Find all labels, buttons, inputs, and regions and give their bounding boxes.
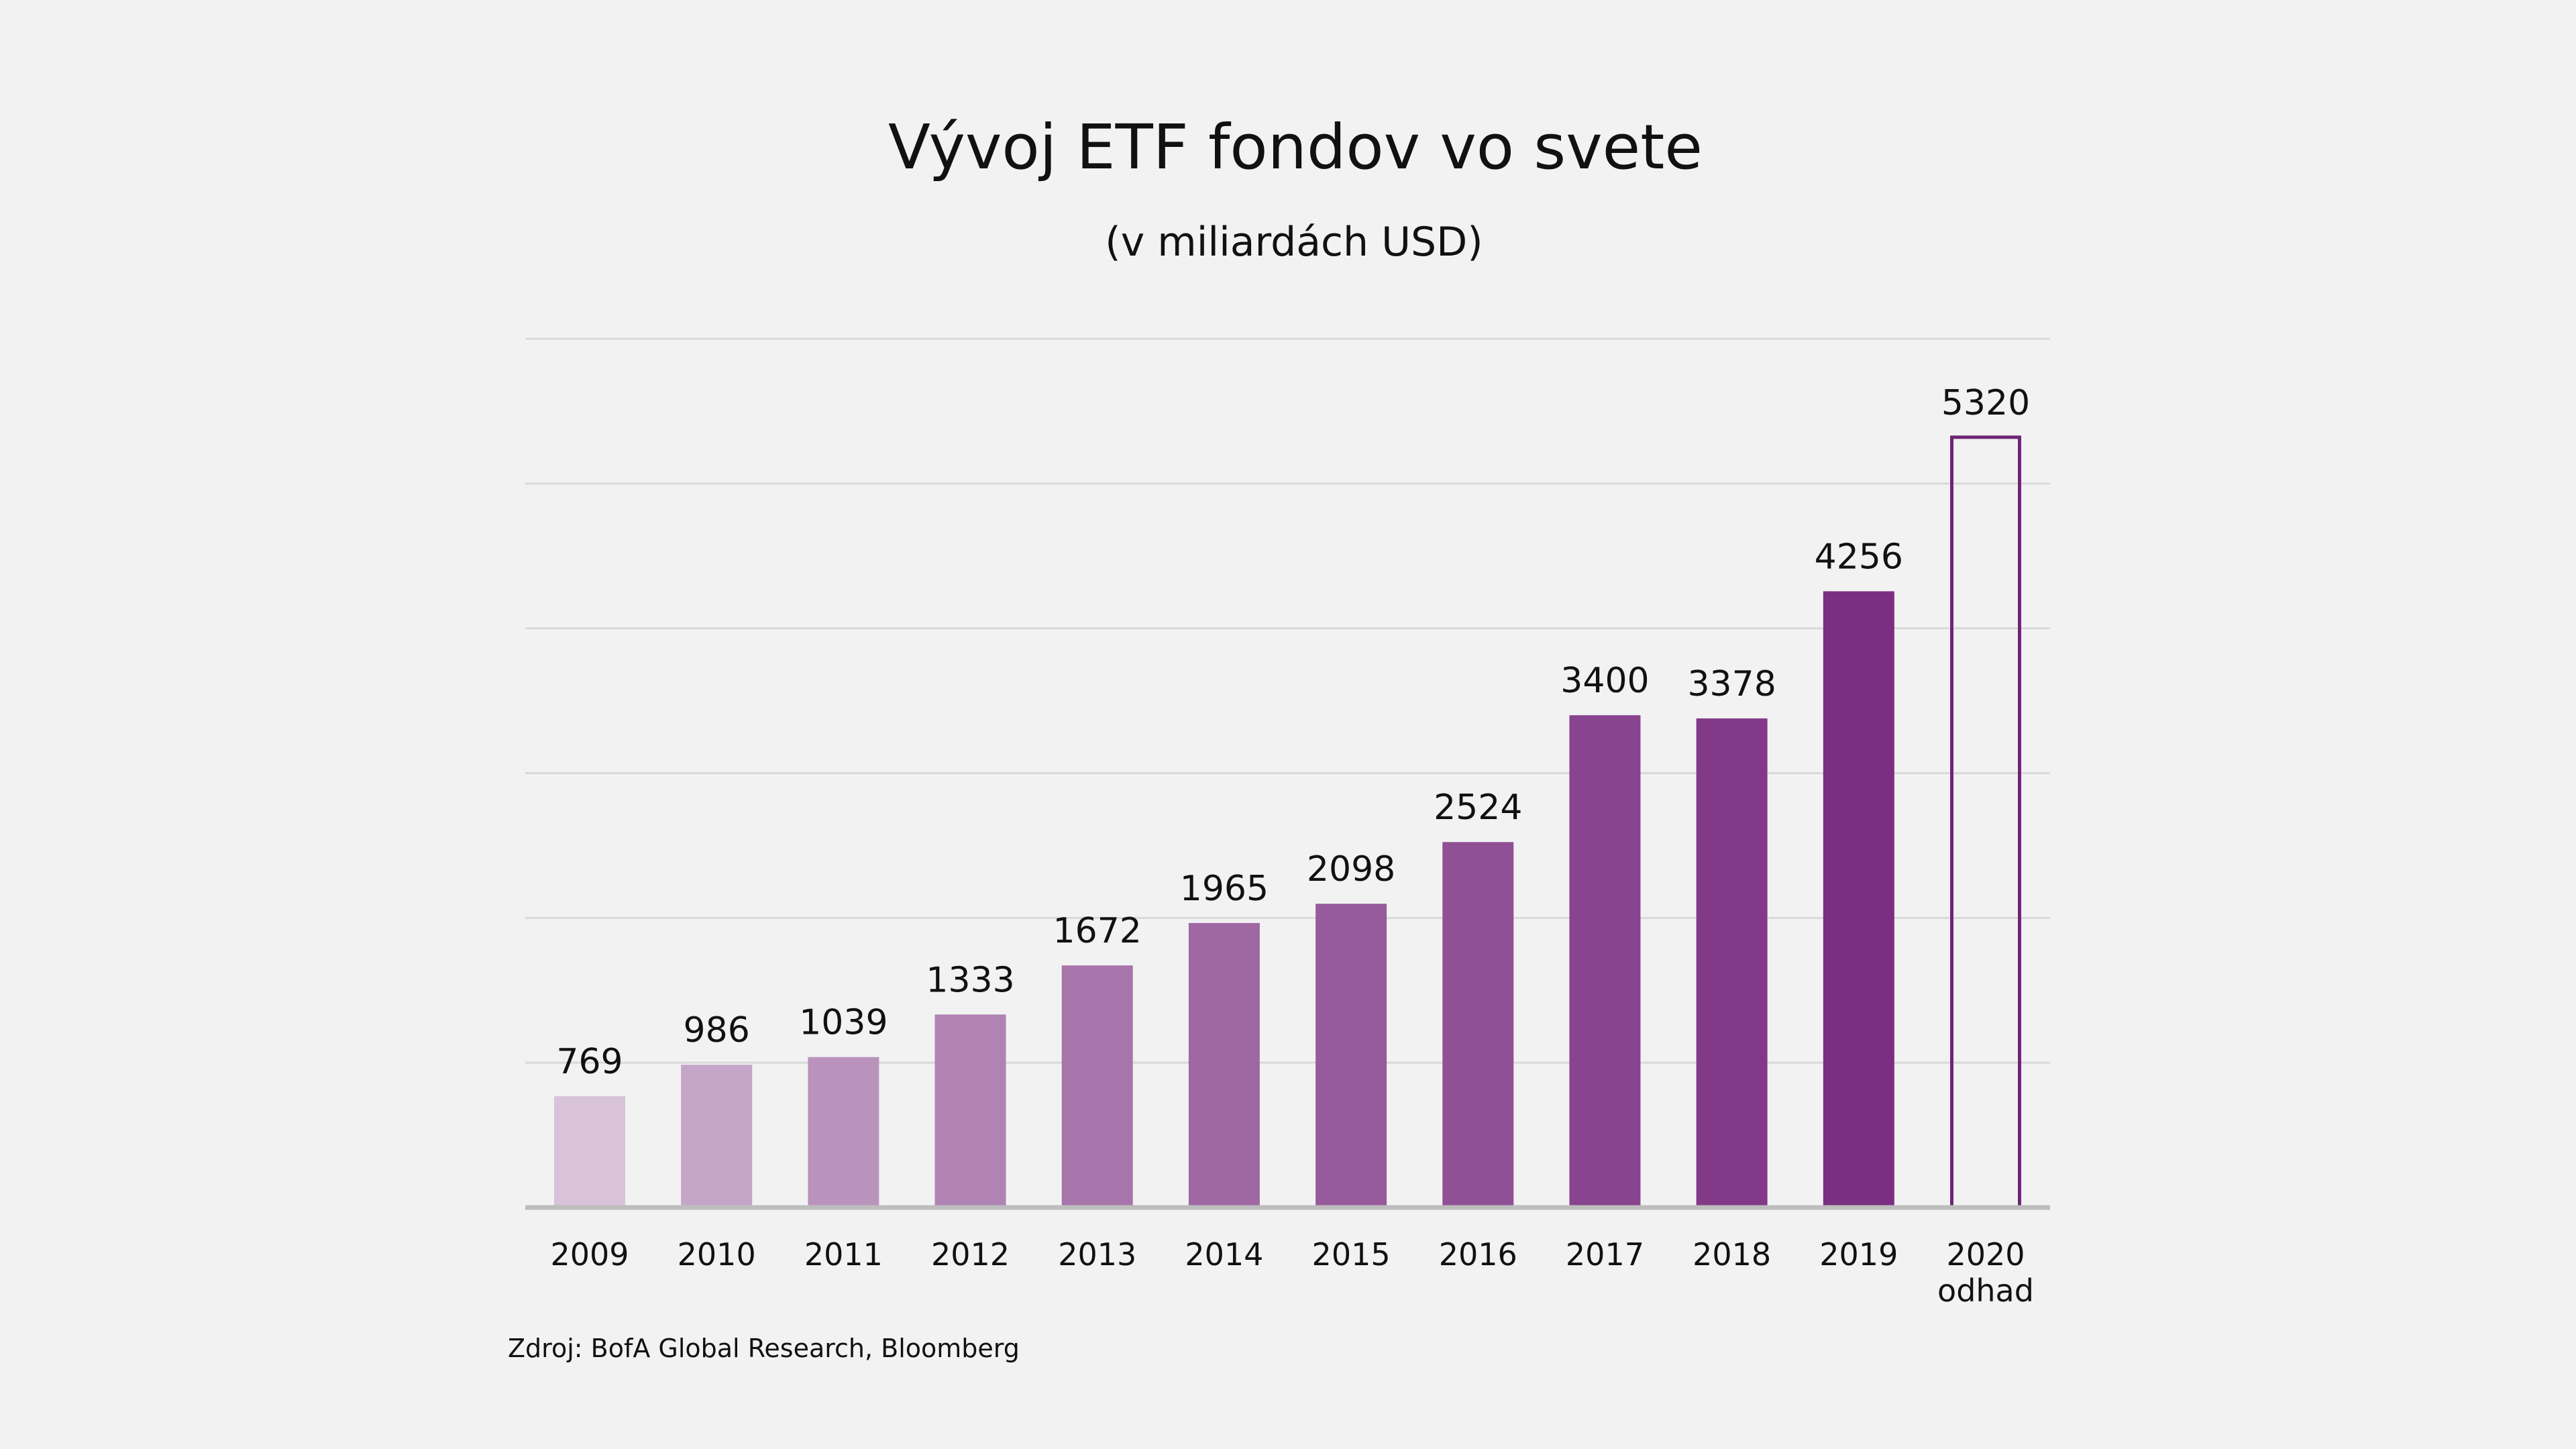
- data-label: 3378: [1687, 664, 1776, 704]
- data-labels: 769 986 1039 1333 1672 1965 2098 2524 3400 3378 42…: [556, 383, 2030, 1082]
- bar: [1316, 904, 1387, 1208]
- bar: [554, 1096, 625, 1208]
- data-label: 769: [556, 1042, 623, 1082]
- x-tick-label: 2012: [931, 1236, 1010, 1273]
- x-tick-label: 2017: [1566, 1236, 1644, 1273]
- chart-title: Vývoj ETF fondov vo svete: [888, 111, 1703, 183]
- chart-subtitle: (v miliardách USD): [1105, 219, 1483, 266]
- data-label: 3400: [1560, 661, 1649, 701]
- x-tick-label: 2019: [1819, 1236, 1898, 1273]
- data-label: 2524: [1434, 788, 1522, 828]
- x-tick-label: 2011: [804, 1236, 883, 1273]
- source-note: Zdroj: BofA Global Research, Bloomberg: [508, 1334, 1020, 1363]
- x-tick-label: 2009: [550, 1236, 629, 1273]
- data-label: 4256: [1815, 537, 1903, 577]
- x-tick-label: 2020: [1946, 1236, 2025, 1273]
- data-label: 1965: [1180, 869, 1269, 909]
- x-tick-label: odhad: [1937, 1273, 2034, 1309]
- bar: [1442, 842, 1514, 1208]
- x-tick-label: 2010: [678, 1236, 756, 1273]
- bar-estimate: [1950, 435, 2021, 1210]
- x-tick-label: 2015: [1312, 1236, 1391, 1273]
- x-tick-label: 2014: [1185, 1236, 1263, 1273]
- data-label: 1039: [799, 1003, 888, 1043]
- x-tick-label: 2018: [1693, 1236, 1771, 1273]
- x-axis-tick-labels: 2009 2010 2011 2012 2013 2014 2015 2016 2017 2018…: [550, 1236, 2033, 1309]
- x-tick-label: 2013: [1058, 1236, 1136, 1273]
- bars: [554, 435, 2021, 1210]
- bar: [1823, 591, 1894, 1208]
- data-label: 2098: [1307, 849, 1395, 890]
- bar: [1061, 965, 1133, 1208]
- bar: [681, 1065, 753, 1208]
- x-tick-label: 2016: [1439, 1236, 1517, 1273]
- bar: [1188, 922, 1260, 1208]
- bar: [934, 1014, 1006, 1208]
- data-label: 1333: [926, 960, 1014, 1000]
- data-label: 1672: [1053, 911, 1142, 951]
- data-label: 986: [684, 1010, 750, 1051]
- data-label: 5320: [1941, 383, 2030, 423]
- bar: [1696, 718, 1768, 1208]
- bar: [808, 1057, 879, 1208]
- gridlines: [525, 337, 2050, 1064]
- bar: [1569, 715, 1641, 1208]
